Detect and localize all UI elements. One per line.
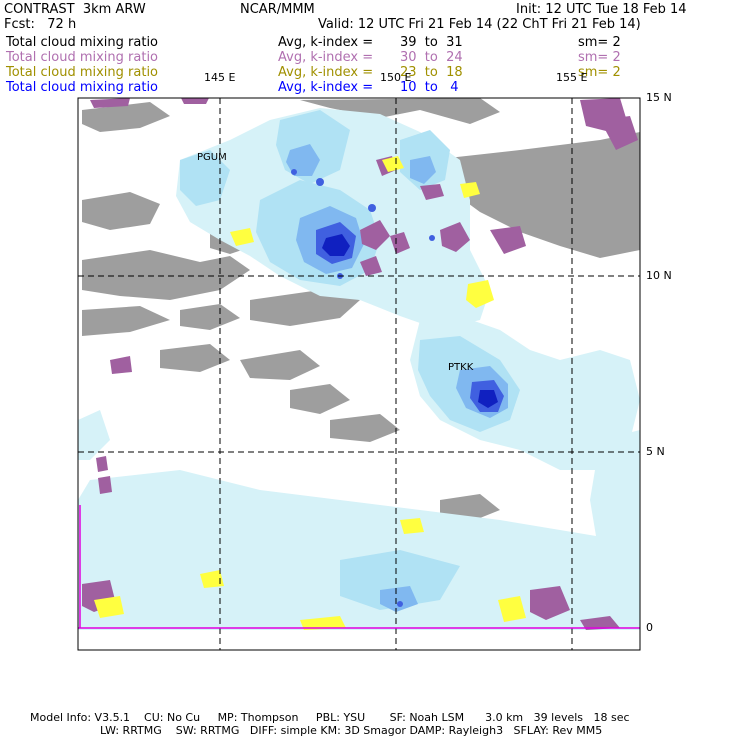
legend-sm-1: sm= 2 (578, 35, 621, 50)
station-label-ptkk: PTKK (448, 362, 474, 373)
lat-label-10n: 10 N (646, 269, 672, 282)
legend-range-2: 30 to 24 (400, 50, 463, 65)
station-label-pgum: PGUM (197, 152, 227, 163)
legend-range-4: 10 to 4 (400, 80, 459, 95)
model-title: CONTRAST 3km ARW (4, 2, 146, 17)
lat-label-5n: 5 N (646, 445, 665, 458)
legend-range-1: 39 to 31 (400, 35, 463, 50)
forecast-hour: Fcst: 72 h (4, 17, 77, 32)
legend-field-4: Total cloud mixing ratio (6, 80, 159, 95)
lon-label-155: 155 E (556, 71, 588, 84)
legend-stat-4: Avg, k-index = (278, 80, 374, 95)
valid-time: Valid: 12 UTC Fri 21 Feb 14 (22 ChT Fri … (318, 17, 641, 32)
legend-field-1: Total cloud mixing ratio (6, 35, 159, 50)
lon-label-150: 150 E (380, 71, 412, 84)
model-info-line1: Model Info: V3.5.1 CU: No Cu MP: Thompso… (30, 711, 630, 724)
legend-sm-3: sm= 2 (578, 65, 621, 80)
legend-stat-2: Avg, k-index = (278, 50, 374, 65)
lat-lon-grid (78, 98, 640, 650)
legend-stat-1: Avg, k-index = (278, 35, 374, 50)
yellow-cloud-patches (94, 156, 526, 630)
model-info-line2: LW: RRTMG SW: RRTMG DIFF: simple KM: 3D … (100, 724, 603, 737)
institution: NCAR/MMM (240, 2, 315, 17)
legend-stat-3: Avg, k-index = (278, 65, 374, 80)
legend-field-3: Total cloud mixing ratio (6, 65, 159, 80)
map-frame (77, 97, 641, 651)
init-time: Init: 12 UTC Tue 18 Feb 14 (516, 2, 687, 17)
legend-field-2: Total cloud mixing ratio (6, 50, 159, 65)
lat-label-0: 0 (646, 621, 653, 634)
dark-blue-cloud-cores (322, 234, 498, 408)
legend-range-3: 23 to 18 (400, 65, 463, 80)
lon-label-145: 145 E (204, 71, 236, 84)
legend-sm-2: sm= 2 (578, 50, 621, 65)
lat-label-15n: 15 N (646, 91, 672, 104)
